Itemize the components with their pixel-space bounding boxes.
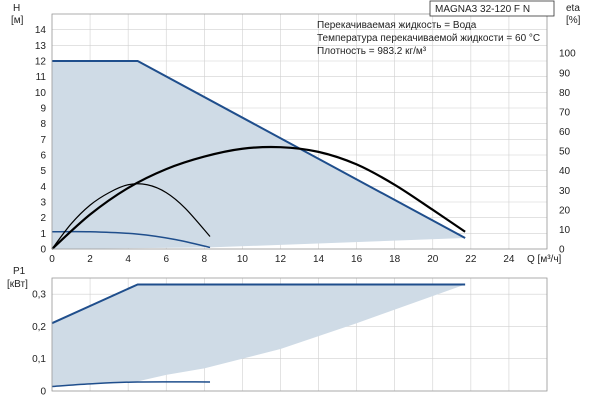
top-plot-frame	[51, 13, 548, 250]
y-tick-label: 4	[40, 182, 46, 193]
y2-tick-label: 60	[559, 127, 571, 138]
p1-tick-label: 0,3	[32, 290, 46, 301]
head-envelope-area	[52, 61, 466, 249]
chart-title: MAGNA3 32-120 F N	[435, 4, 530, 15]
x-tick-label: 6	[163, 254, 169, 265]
max-power-curve	[51, 283, 466, 325]
x-tick-label: 0	[49, 254, 55, 265]
x-tick-label: 24	[503, 254, 515, 265]
y-tick-label: 0	[40, 245, 46, 256]
title-box	[429, 0, 555, 17]
info-line-density: Плотность = 983.2 кг/м³	[317, 46, 427, 57]
x-tick-label: 8	[202, 254, 208, 265]
y-tick-label: 3	[40, 198, 46, 209]
x-tick-label: 20	[427, 254, 439, 265]
top-y-axis-label-line2: [м]	[11, 15, 24, 26]
efficiency-curve	[51, 183, 211, 250]
top-y-axis-label-line1: H	[13, 3, 20, 14]
y-tick-label: 10	[35, 88, 47, 99]
y-tick-label: 6	[40, 151, 46, 162]
min-power-curve	[51, 381, 211, 388]
x-tick-label: 4	[125, 254, 131, 265]
y-tick-label: 12	[35, 57, 47, 68]
bottom-y-axis-label-line1: P1	[13, 266, 26, 277]
max-head-curve	[52, 60, 466, 239]
y-tick-label: 7	[40, 135, 46, 146]
x-tick-label: 16	[351, 254, 363, 265]
x-axis-label: Q [м³/ч]	[527, 254, 562, 265]
p1-tick-label: 0,2	[32, 322, 46, 333]
y2-tick-label: 0	[559, 245, 565, 256]
x-tick-label: 2	[87, 254, 93, 265]
y2-tick-label: 30	[559, 186, 571, 197]
x-tick-label: 22	[465, 254, 477, 265]
y-tick-label: 9	[40, 104, 46, 115]
y-tick-label: 13	[35, 41, 47, 52]
info-line-temperature: Температура перекачиваемой жидкости = 60…	[317, 33, 540, 44]
p1-tick-label: 0,1	[32, 354, 46, 365]
y-tick-label: 11	[36, 72, 47, 83]
y2-tick-label: 20	[559, 205, 571, 216]
x-tick-label: 10	[237, 254, 249, 265]
y2-tick-label: 50	[559, 147, 571, 158]
bottom-y-axis-label-line2: [кВт]	[7, 279, 28, 290]
x-tick-label: 12	[275, 254, 287, 265]
bottom-plot-frame	[51, 277, 548, 392]
y-tick-label: 14	[35, 25, 47, 36]
p1-tick-label: 0	[40, 387, 46, 398]
top-y2-axis-label-line1: eta	[566, 3, 580, 14]
y2-tick-label: 70	[559, 107, 571, 118]
y2-tick-label: 80	[559, 88, 571, 99]
y-tick-label: 5	[40, 166, 46, 177]
y2-tick-label: 90	[559, 68, 571, 79]
top-y2-axis-label-line2: [%]	[566, 15, 581, 26]
min-head-curve	[51, 230, 211, 249]
y-tick-label: 2	[40, 213, 46, 224]
x-tick-label: 18	[389, 254, 401, 265]
y-tick-label: 8	[40, 119, 46, 130]
info-line-fluid: Перекачиваемая жидкость = Вода	[317, 20, 477, 31]
y2-tick-label: 100	[559, 49, 576, 60]
duty-head-curve	[51, 145, 466, 250]
y-tick-label: 1	[40, 229, 46, 240]
y2-tick-label: 10	[559, 225, 571, 236]
power-envelope-area	[52, 284, 466, 387]
y2-tick-label: 40	[559, 166, 571, 177]
x-tick-label: 14	[313, 254, 325, 265]
